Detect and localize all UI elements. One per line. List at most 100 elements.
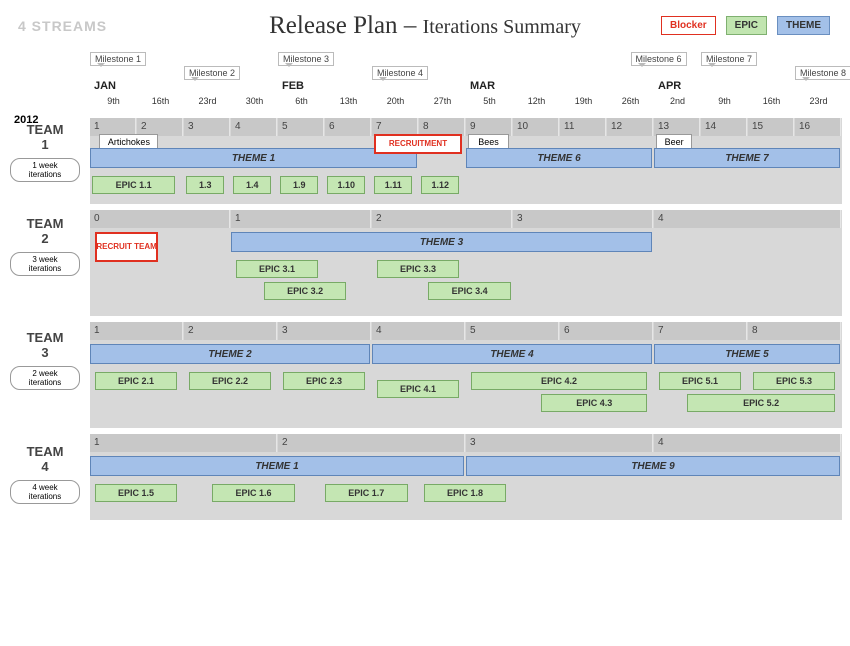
day-label: 6th <box>278 96 325 106</box>
iteration-header: 2 <box>372 210 512 228</box>
page-title: Release Plan – Iterations Summary <box>269 12 581 40</box>
day-label: 12th <box>513 96 560 106</box>
milestones-row: Milestone 1 Milestone 2 Milestone 3 Milesto… <box>90 52 846 80</box>
day-label: 5th <box>466 96 513 106</box>
day-label: 16th <box>137 96 184 106</box>
milestone-label: Milestone 3 <box>278 52 334 66</box>
title-sub: Iterations Summary <box>423 16 581 38</box>
team-label: TEAM2 3 week iterations <box>4 212 86 276</box>
legend: Blocker EPIC THEME <box>661 16 830 35</box>
iteration-header: 2 <box>184 322 277 340</box>
team-lane: 01234RECRUIT TEAMTHEME 3EPIC 3.1EPIC 3.2… <box>90 210 842 316</box>
month-label: APR <box>658 80 681 92</box>
iteration-header: 3 <box>513 210 653 228</box>
team-iteration-note: 1 week iterations <box>10 158 80 182</box>
iteration-header: 1 <box>231 210 371 228</box>
item-epic: EPIC 4.1 <box>377 380 460 398</box>
iteration-header: 4 <box>654 210 841 228</box>
iteration-header: 5 <box>466 322 559 340</box>
timeline: Milestone 1 Milestone 2 Milestone 3 Milesto… <box>90 52 846 646</box>
item-theme: THEME 6 <box>466 148 652 168</box>
item-epic: 1.9 <box>280 176 318 194</box>
watermark: 4 STREAMS <box>18 18 107 34</box>
team-label: TEAM3 2 week iterations <box>4 326 86 390</box>
day-label: 26th <box>607 96 654 106</box>
legend-epic: EPIC <box>726 16 767 35</box>
team-lane: 12345678THEME 2THEME 4THEME 5EPIC 2.1EPI… <box>90 322 842 428</box>
milestone-label: Milestone 2 <box>184 66 240 80</box>
iteration-header: 14 <box>701 118 747 136</box>
item-blocker: RECRUIT TEAM <box>95 232 159 262</box>
team-name: TEAM2 <box>4 216 86 246</box>
item-theme: THEME 4 <box>372 344 652 364</box>
day-label: 19th <box>560 96 607 106</box>
milestone-label: Milestone 7 <box>701 52 757 66</box>
iteration-header: 6 <box>560 322 653 340</box>
iteration-header: 7 <box>654 322 747 340</box>
iteration-header: 0 <box>90 210 230 228</box>
team-iteration-note: 3 week iterations <box>10 252 80 276</box>
day-label: 23rd <box>184 96 231 106</box>
team-label: TEAM1 1 week iterations <box>4 118 86 182</box>
day-label: 23rd <box>795 96 842 106</box>
title-sep: – <box>398 12 423 39</box>
item-epic: EPIC 3.4 <box>428 282 511 300</box>
iteration-header: 5 <box>278 118 324 136</box>
iteration-header: 16 <box>795 118 841 136</box>
iteration-header: 3 <box>278 322 371 340</box>
iteration-header: 15 <box>748 118 794 136</box>
day-label: 30th <box>231 96 278 106</box>
item-epic: EPIC 1.6 <box>212 484 295 502</box>
day-label: 13th <box>325 96 372 106</box>
item-epic: 1.4 <box>233 176 271 194</box>
month-label: JAN <box>94 80 116 92</box>
team-label: TEAM4 4 week iterations <box>4 440 86 504</box>
grid: 2012 TEAM11 week iterationsTEAM23 week i… <box>0 52 850 646</box>
legend-blocker: Blocker <box>661 16 716 35</box>
milestone-label: Milestone 8 <box>795 66 850 80</box>
item-epic: 1.12 <box>421 176 459 194</box>
iteration-header: 3 <box>184 118 230 136</box>
item-theme: THEME 1 <box>90 148 417 168</box>
item-epic: EPIC 2.3 <box>283 372 366 390</box>
item-theme: THEME 9 <box>466 456 840 476</box>
team-iteration-note: 4 week iterations <box>10 480 80 504</box>
item-tag: Beer <box>656 134 692 149</box>
item-epic: EPIC 5.3 <box>753 372 836 390</box>
item-epic: EPIC 2.1 <box>95 372 178 390</box>
item-theme: THEME 5 <box>654 344 840 364</box>
item-epic: EPIC 2.2 <box>189 372 272 390</box>
day-label: 20th <box>372 96 419 106</box>
item-theme: THEME 1 <box>90 456 464 476</box>
iteration-header: 6 <box>325 118 371 136</box>
team-name: TEAM1 <box>4 122 86 152</box>
day-label: 9th <box>90 96 137 106</box>
team-lane: 12345678910111213141516ArtichokesTHEME 1… <box>90 118 842 204</box>
item-tag: Bees <box>468 134 508 149</box>
team-iteration-note: 2 week iterations <box>10 366 80 390</box>
item-epic: EPIC 3.2 <box>264 282 347 300</box>
item-epic: EPIC 5.1 <box>659 372 742 390</box>
iteration-header: 1 <box>90 322 183 340</box>
item-epic: EPIC 3.3 <box>377 260 460 278</box>
item-epic: EPIC 1.1 <box>92 176 175 194</box>
iteration-header: 1 <box>90 434 277 452</box>
milestone-label: Milestone 1 <box>90 52 146 66</box>
item-epic: EPIC 1.8 <box>424 484 507 502</box>
item-theme: THEME 2 <box>90 344 370 364</box>
day-label: 2nd <box>654 96 701 106</box>
legend-theme: THEME <box>777 16 830 35</box>
iteration-header: 12 <box>607 118 653 136</box>
milestone-label: Milestone 4 <box>372 66 428 80</box>
item-tag: Artichokes <box>99 134 158 149</box>
item-epic: EPIC 5.2 <box>687 394 835 412</box>
iteration-header: 8 <box>748 322 841 340</box>
team-name: TEAM3 <box>4 330 86 360</box>
title-main: Release Plan <box>269 12 397 39</box>
item-epic: 1.10 <box>327 176 365 194</box>
team-name: TEAM4 <box>4 444 86 474</box>
item-epic: 1.3 <box>186 176 224 194</box>
iteration-header: 11 <box>560 118 606 136</box>
item-blocker: RECRUITMENT <box>374 134 461 154</box>
day-label: 16th <box>748 96 795 106</box>
